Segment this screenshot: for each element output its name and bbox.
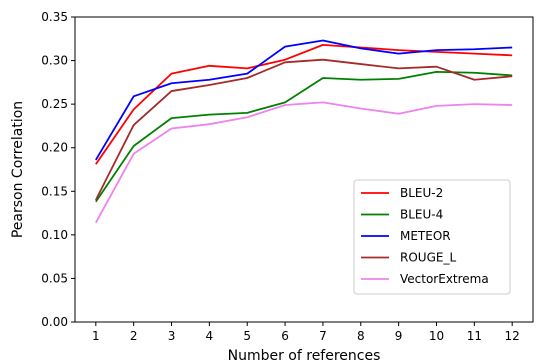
y-tick-label: 0.05 [41, 271, 68, 285]
x-tick-label: 9 [395, 329, 403, 343]
legend-label: ROUGE_L [400, 251, 456, 265]
series-line-bleu-4 [95, 71, 513, 203]
series-line-meteor [95, 39, 513, 161]
y-tick-label: 0.00 [41, 315, 68, 329]
x-tick-label: 12 [505, 329, 520, 343]
y-tick-label: 0.20 [41, 141, 68, 155]
legend-label: METEOR [400, 229, 451, 243]
x-tick-label: 11 [467, 329, 482, 343]
x-tick-label: 10 [429, 329, 444, 343]
x-tick-label: 7 [319, 329, 327, 343]
plot-frame [74, 16, 534, 323]
axes [74, 16, 534, 323]
y-tick-label: 0.25 [41, 97, 68, 111]
legend: BLEU-2 BLEU-4 METEOR ROUGE_L VectorExtrema [353, 179, 511, 295]
legend-label: BLEU-2 [400, 186, 443, 200]
x-tick-label: 6 [281, 329, 289, 343]
x-tick-label: 5 [243, 329, 251, 343]
legend-label: VectorExtrema [400, 272, 489, 286]
series-line-vectorextrema [95, 101, 513, 224]
x-tick-label: 3 [168, 329, 176, 343]
series-line-rouge-l [95, 58, 513, 201]
legend-box [353, 179, 511, 295]
legend-label: BLEU-4 [400, 208, 443, 222]
x-tick-label: 2 [130, 329, 138, 343]
x-tick-label: 4 [206, 329, 214, 343]
x-tick-label: 8 [357, 329, 365, 343]
ticks: 1 2 3 4 5 6 7 8 9 10 11 120.000.050.100.150.200.250… [41, 10, 520, 343]
series-lines [95, 39, 513, 224]
y-tick-label: 0.30 [41, 54, 68, 68]
y-tick-label: 0.35 [41, 10, 68, 24]
x-axis-label: Number of references [228, 348, 381, 364]
y-axis-label: Pearson Correlation [10, 101, 26, 238]
y-tick-label: 0.15 [41, 184, 68, 198]
x-tick-label: 1 [92, 329, 100, 343]
series-line-bleu-2 [95, 43, 513, 165]
y-tick-label: 0.10 [41, 228, 68, 242]
